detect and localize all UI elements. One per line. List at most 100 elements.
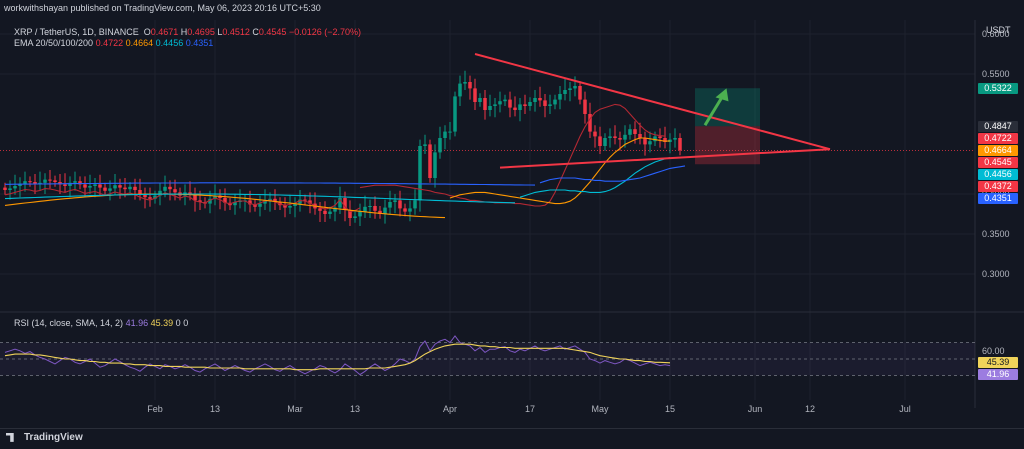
rsi-extra-1: 0 <box>175 318 181 328</box>
candle-body <box>608 136 612 138</box>
candle-body <box>143 194 147 198</box>
candle-body <box>583 99 587 114</box>
candle-body <box>303 199 307 201</box>
price-tag: 0.4722 <box>978 132 1018 144</box>
candle-body <box>493 104 497 106</box>
price-tick-label: 0.3000 <box>982 269 1010 279</box>
candle-body <box>563 90 567 94</box>
candle-body <box>18 183 22 186</box>
tradingview-logo[interactable]: TradingView <box>6 432 83 443</box>
candle-body <box>373 206 377 211</box>
candle-body <box>213 195 217 199</box>
candle-body <box>568 88 572 90</box>
candle-body <box>283 205 287 208</box>
candle-body <box>553 99 557 105</box>
currency-label: USDT <box>986 25 1011 35</box>
candle-body <box>98 184 102 188</box>
time-tick-label: 17 <box>525 404 535 414</box>
candle-body <box>93 184 97 186</box>
candle-body <box>258 203 262 207</box>
candle-body <box>33 182 37 185</box>
time-tick-label: Feb <box>147 404 163 414</box>
candle-body <box>113 185 117 189</box>
rsi-tick-label: 60.00 <box>982 346 1005 356</box>
candle-body <box>333 207 337 212</box>
low-label: L <box>217 27 223 37</box>
ema100-value: 0.4456 <box>155 38 184 48</box>
candle-body <box>633 129 637 134</box>
candle-body <box>253 204 257 207</box>
candle-body <box>263 200 267 204</box>
rsi-value: 41.96 <box>125 318 149 328</box>
rsi-tag: 45.39 <box>978 357 1018 369</box>
bullish-arrow-head <box>715 88 729 102</box>
candle-body <box>643 138 647 145</box>
ema50-line-early <box>4 193 446 219</box>
candle-body <box>468 82 472 89</box>
rsi-line <box>4 335 671 376</box>
rsi-extra-2: 0 <box>183 318 189 328</box>
candle-body <box>353 216 357 218</box>
candle-body <box>538 98 542 101</box>
candle-body <box>53 180 57 182</box>
price-tag: 0.4372 <box>978 180 1018 192</box>
candle-body <box>108 188 112 191</box>
candle-body <box>358 211 362 217</box>
candle-body <box>318 208 322 211</box>
candle-body <box>653 136 657 142</box>
change-value: −0.0126 (−2.70%) <box>288 27 362 37</box>
candle-body <box>63 184 67 186</box>
candle-body <box>428 144 432 178</box>
candle-body <box>43 179 47 183</box>
ema20-value: 0.4722 <box>95 38 124 48</box>
candle-body <box>673 138 677 140</box>
candle-body <box>8 188 12 190</box>
candle-body <box>103 187 107 191</box>
time-tick-label: May <box>591 404 609 414</box>
candle-body <box>338 198 342 208</box>
candle-body <box>618 138 622 140</box>
ema-legend[interactable]: EMA 20/50/100/200 0.4722 0.4664 0.4456 0… <box>14 38 213 48</box>
chart-canvas[interactable]: 0.60000.55000.40000.35000.300060.00Feb13… <box>0 0 1024 428</box>
candle-body <box>453 96 457 132</box>
candle-body <box>288 206 292 208</box>
low-value: 0.4512 <box>222 27 250 37</box>
tradingview-logo-icon <box>6 432 14 442</box>
ema20-line <box>359 103 666 207</box>
candle-body <box>613 136 617 138</box>
candle-body <box>23 181 27 184</box>
candle-body <box>483 98 487 110</box>
trendline <box>499 148 831 169</box>
candle-body <box>48 179 52 181</box>
candle-body <box>488 106 492 110</box>
candle-body <box>593 131 597 137</box>
bullish-arrow-shaft <box>703 95 724 126</box>
time-tick-label: 15 <box>665 404 675 414</box>
price-tag: 0.4456 <box>978 168 1018 180</box>
rsi-legend[interactable]: RSI (14, close, SMA, 14, 2) 41.96 45.39 … <box>14 318 188 328</box>
publisher-caption: workwithshayan published on TradingView.… <box>4 3 321 13</box>
candle-body <box>383 207 387 214</box>
candle-body <box>623 134 627 140</box>
symbol-legend: XRP / TetherUS, 1D, BINANCE O0.4671 H0.4… <box>14 27 361 37</box>
time-tick-label: Apr <box>443 404 457 414</box>
candle-body <box>523 104 527 106</box>
target-zone <box>695 88 760 127</box>
high-label: H <box>180 27 188 37</box>
candle-body <box>508 99 512 108</box>
candle-body <box>458 83 462 97</box>
candle-body <box>343 198 347 210</box>
candle-body <box>503 99 507 102</box>
open-label: O <box>143 27 151 37</box>
symbol-name[interactable]: XRP / TetherUS, 1D, BINANCE <box>14 27 139 37</box>
candle-body <box>248 200 252 205</box>
candle-body <box>528 102 532 106</box>
candle-body <box>518 104 522 110</box>
time-tick-label: 13 <box>210 404 220 414</box>
stop-zone <box>695 126 760 165</box>
candle-body <box>638 134 642 138</box>
candle-body <box>28 181 32 183</box>
ema20-line-early <box>4 188 361 213</box>
candle-body <box>153 195 157 199</box>
